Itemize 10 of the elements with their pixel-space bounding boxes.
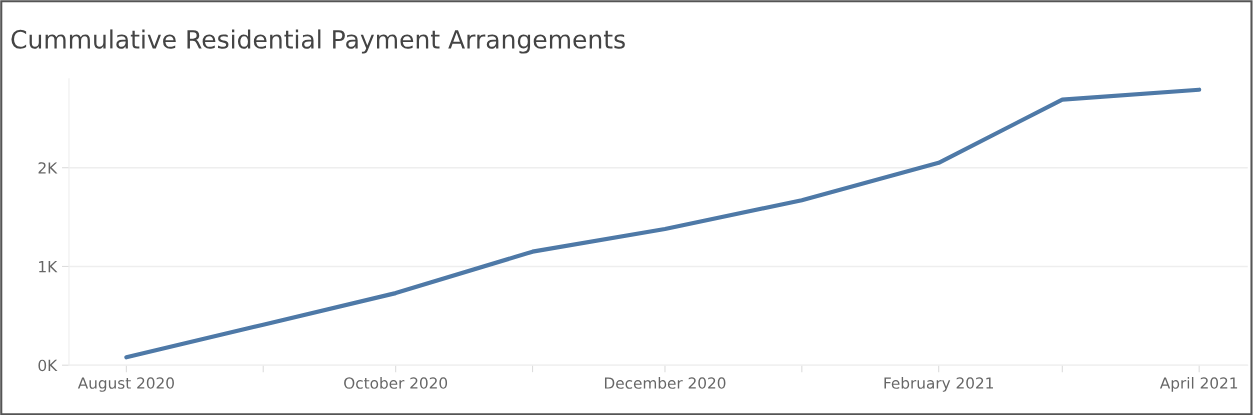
line-series bbox=[124, 87, 1202, 360]
x-tick-label: August 2020 bbox=[77, 377, 174, 392]
y-tick-label: 1K bbox=[39, 261, 58, 273]
x-tick-label: December 2020 bbox=[604, 377, 726, 389]
y-tick-label: 0K bbox=[38, 359, 58, 372]
chart-title: Cummulative Residential Payment Arrangements bbox=[11, 29, 625, 54]
x-tick-label: October 2020 bbox=[344, 377, 448, 389]
y-tick-label: 2K bbox=[38, 162, 58, 174]
x-tick-label: February 2021 bbox=[884, 377, 993, 392]
x-tick-label: April 2021 bbox=[1159, 377, 1238, 392]
